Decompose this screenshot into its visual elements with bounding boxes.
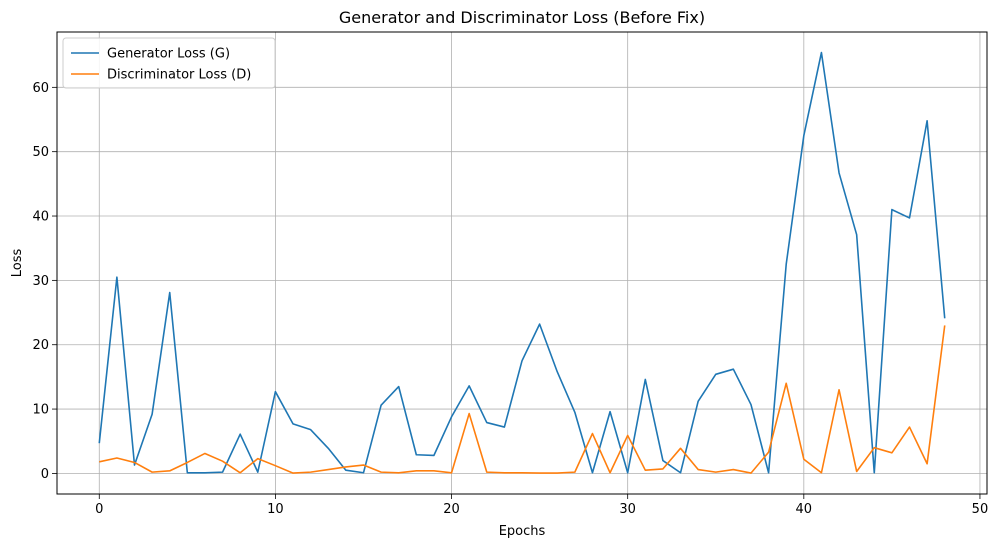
y-tick-label: 30 [32, 274, 49, 289]
y-tick-label: 10 [32, 403, 49, 418]
legend-label-generator: Generator Loss (G) [107, 47, 230, 62]
y-axis-label: Loss [10, 249, 25, 278]
x-tick-label: 40 [796, 502, 813, 517]
ticks-layer: 0 10 20 30 40 50 0 10 20 30 40 50 60 [32, 81, 988, 517]
generator-loss-line [98, 51, 946, 474]
x-axis-label: Epochs [499, 524, 546, 539]
legend: Generator Loss (G) Discriminator Loss (D) [62, 37, 276, 89]
series-layer [98, 51, 946, 474]
grid-layer [57, 32, 987, 494]
y-tick-label: 0 [41, 467, 49, 482]
y-tick-label: 60 [32, 81, 49, 96]
y-tick-label: 40 [32, 210, 49, 225]
y-tick-label: 20 [32, 338, 49, 353]
x-tick-label: 0 [95, 502, 103, 517]
x-tick-label: 30 [619, 502, 636, 517]
discriminator-loss-line [99, 325, 946, 474]
plot-frame [56, 31, 988, 495]
x-tick-label: 10 [267, 502, 284, 517]
legend-box [62, 37, 276, 89]
legend-label-discriminator: Discriminator Loss (D) [107, 68, 251, 83]
chart-title: Generator and Discriminator Loss (Before… [339, 8, 705, 27]
x-tick-label: 20 [443, 502, 460, 517]
y-tick-label: 50 [32, 145, 49, 160]
x-tick-label: 50 [972, 502, 989, 517]
